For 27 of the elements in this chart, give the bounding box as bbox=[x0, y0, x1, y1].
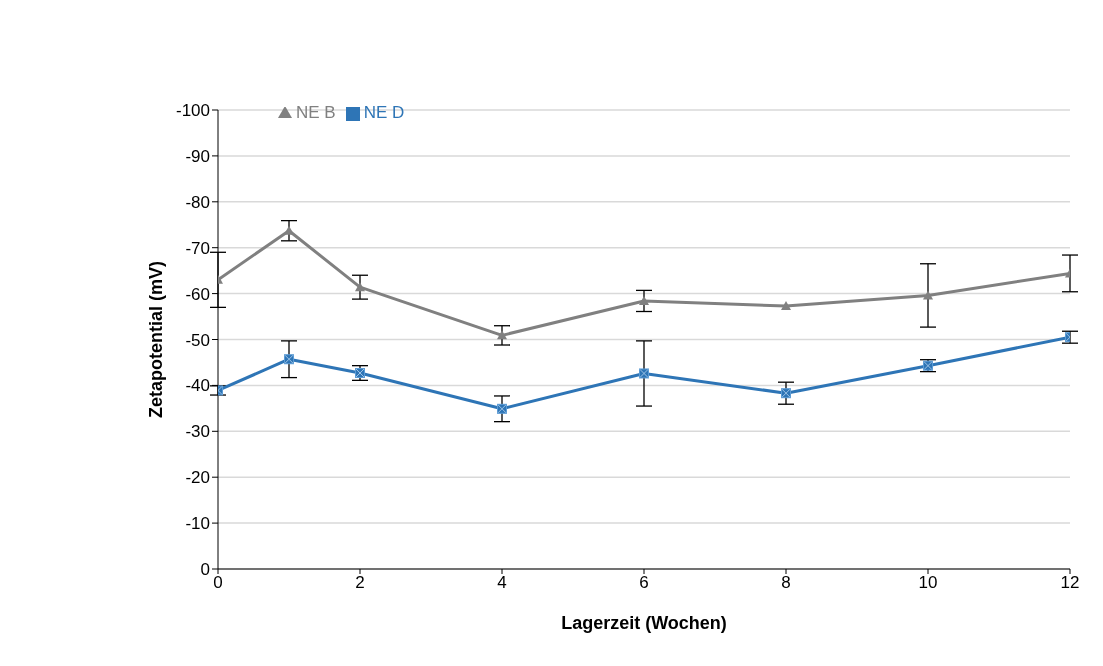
y-tick-label: -20 bbox=[185, 468, 210, 488]
y-tick-label: -10 bbox=[185, 514, 210, 534]
y-tick-label: -90 bbox=[185, 146, 210, 166]
x-tick-label: 2 bbox=[355, 573, 365, 593]
legend-label: NE B bbox=[296, 103, 336, 122]
point bbox=[355, 282, 365, 292]
x-tick-label: 6 bbox=[639, 573, 649, 593]
point bbox=[497, 330, 507, 340]
y-tick-label: -50 bbox=[185, 330, 210, 350]
x-tick-label: 0 bbox=[213, 573, 223, 593]
x-axis-title: Lagerzeit (Wochen) bbox=[561, 613, 727, 633]
point bbox=[284, 225, 294, 235]
point bbox=[781, 300, 791, 310]
x-tick-label: 10 bbox=[918, 573, 938, 593]
y-tick-label: -80 bbox=[185, 192, 210, 212]
y-tick-label: -40 bbox=[185, 376, 210, 396]
y-tick-label: -100 bbox=[175, 101, 210, 121]
y-tick-label: -30 bbox=[185, 422, 210, 442]
y-tick-label: -60 bbox=[185, 284, 210, 304]
x-tick-label: 4 bbox=[497, 573, 507, 593]
x-tick-label: 12 bbox=[1060, 573, 1080, 593]
y-tick-label: 0 bbox=[200, 560, 210, 580]
y-axis-title: Zetapotential (mV) bbox=[146, 260, 167, 419]
legend-label: NE D bbox=[363, 103, 405, 122]
x-tick-label: 8 bbox=[781, 573, 791, 593]
y-tick-label: -70 bbox=[185, 238, 210, 258]
point bbox=[639, 295, 649, 305]
